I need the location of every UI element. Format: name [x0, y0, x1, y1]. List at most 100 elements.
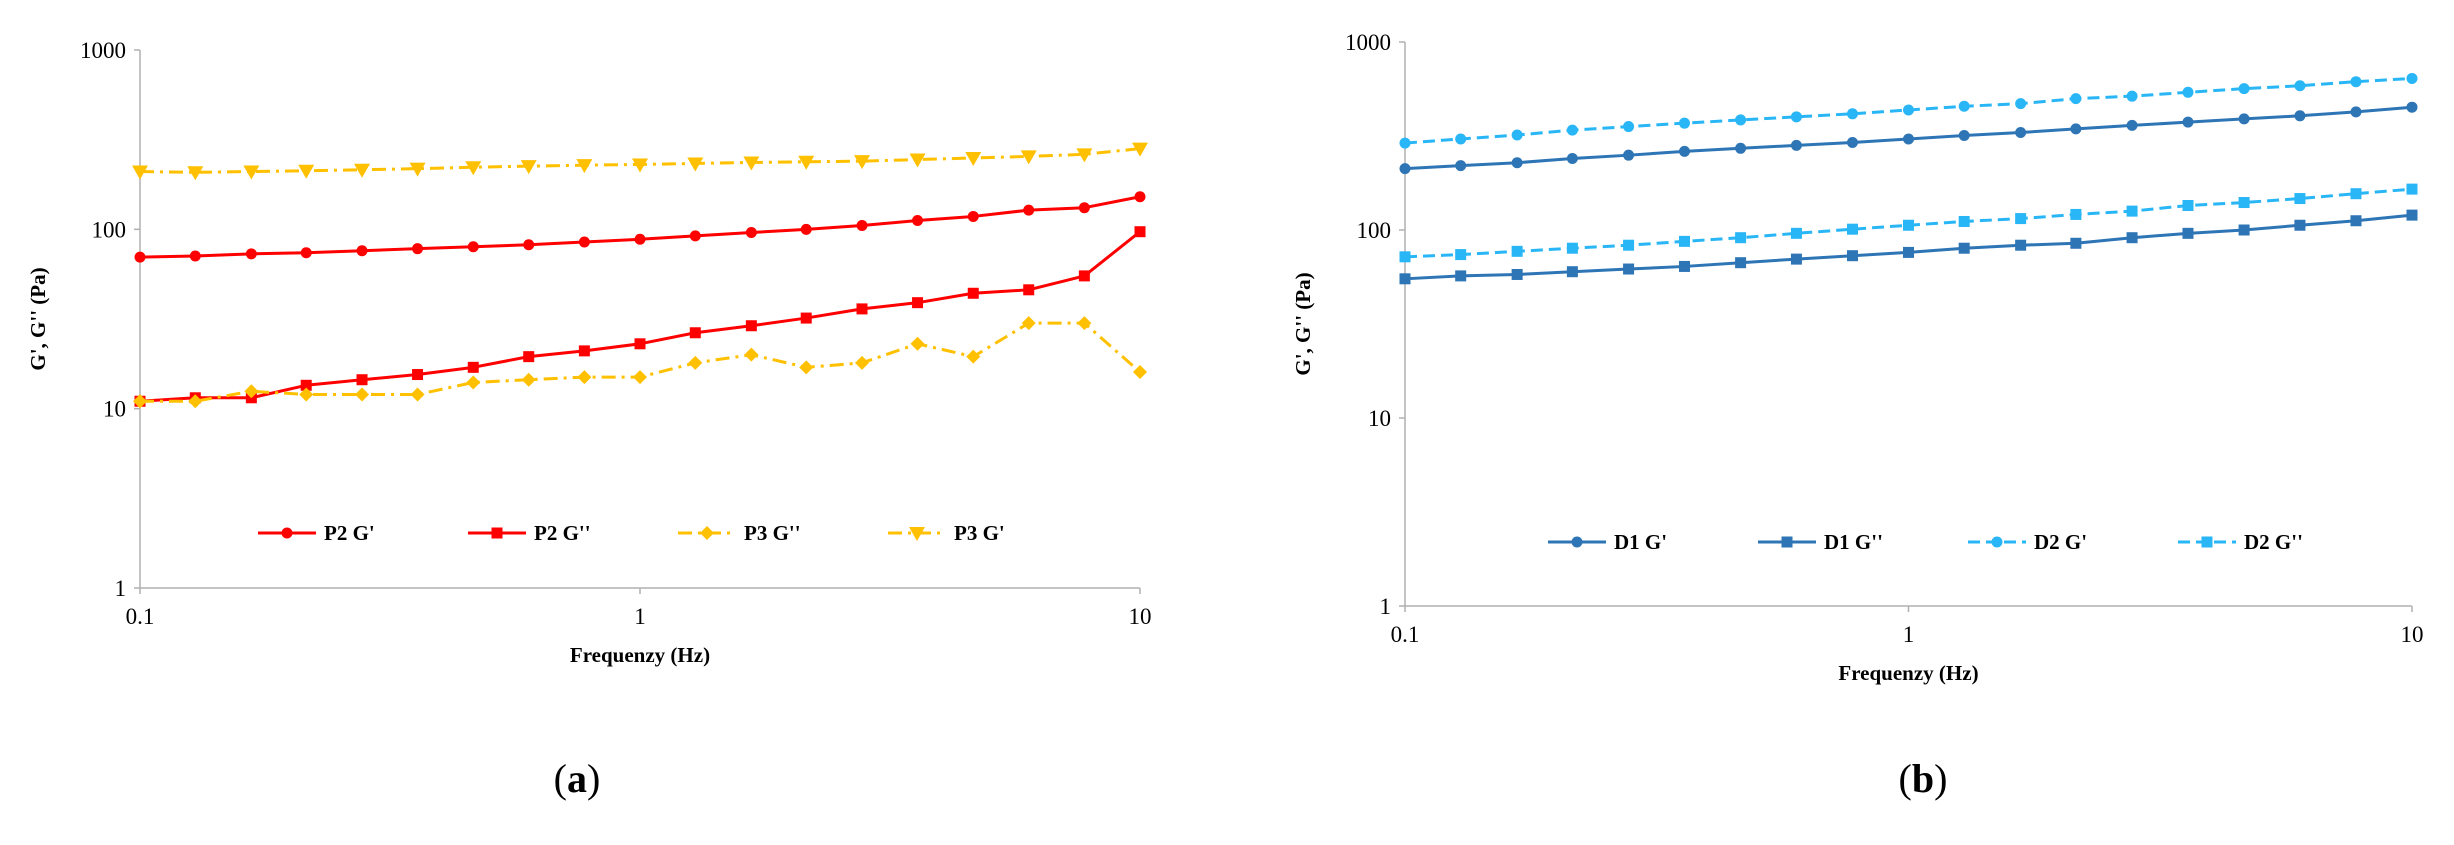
data-point	[1846, 223, 1858, 235]
data-point	[1078, 270, 1090, 282]
legend-marker	[281, 527, 293, 539]
legend-entry: D1 G'	[1614, 530, 1667, 554]
data-point	[1903, 219, 1914, 231]
legend-marker	[1781, 536, 1793, 548]
data-point	[1566, 242, 1578, 254]
chart-b: 1 10 100 1000 0.1 1 10 Frequenzy (Hz) G', G'' (P…	[1291, 30, 2424, 801]
data-point	[856, 303, 868, 315]
chart-a: 1 10 100 1000 0.1 1 10 Frequenzy (Hz) G', G'' (P…	[26, 38, 1152, 801]
data-point	[245, 248, 257, 260]
data-point	[1958, 242, 1970, 254]
data-point	[856, 220, 868, 232]
data-point	[1623, 263, 1635, 275]
y-tick-label: 1	[1380, 594, 1392, 619]
data-point	[912, 297, 924, 309]
data-point	[2238, 83, 2250, 95]
data-point	[689, 230, 701, 242]
data-point	[799, 360, 814, 375]
data-point	[2238, 197, 2250, 209]
data-point	[2406, 72, 2418, 84]
data-point	[1511, 268, 1523, 280]
data-point	[1399, 137, 1411, 149]
data-point	[688, 355, 703, 370]
data-point	[356, 245, 368, 257]
data-point	[1020, 150, 1037, 165]
data-point	[409, 162, 426, 177]
data-point	[1678, 235, 1690, 247]
data-point	[1790, 253, 1802, 265]
data-point	[2350, 215, 2362, 227]
data-point	[2406, 183, 2418, 195]
x-tick-label: 0.1	[126, 604, 155, 629]
data-point	[2015, 98, 2027, 110]
data-point	[910, 336, 925, 351]
data-point	[2126, 232, 2138, 244]
data-point	[132, 165, 148, 180]
data-point	[2126, 205, 2138, 217]
x-tick-label: 1	[634, 604, 646, 629]
legend: P2 G' P2 G'' P3 G'' P3 G'	[258, 521, 1005, 545]
x-axis-label: Frequenzy (Hz)	[1838, 661, 1978, 685]
legend-marker	[909, 527, 925, 541]
data-point	[300, 247, 312, 259]
data-point	[467, 241, 479, 253]
x-tick-label: 10	[1129, 604, 1152, 629]
data-point	[578, 236, 590, 248]
legend-entry: P3 G'	[954, 521, 1005, 545]
data-point	[1455, 270, 1467, 282]
data-point	[798, 155, 815, 170]
data-point	[1846, 250, 1858, 262]
data-point	[966, 349, 981, 364]
y-tick-label: 10	[103, 397, 126, 422]
data-point	[1623, 149, 1635, 161]
data-point	[134, 251, 146, 263]
data-point	[244, 384, 259, 399]
legend-entry: D2 G'	[2034, 530, 2087, 554]
data-point	[188, 394, 203, 409]
data-point	[189, 250, 201, 262]
data-point	[687, 157, 704, 172]
data-point	[2015, 239, 2027, 251]
data-point	[298, 164, 315, 179]
legend-marker	[2201, 536, 2213, 548]
x-tick-label: 10	[2401, 622, 2424, 647]
data-point	[2350, 188, 2362, 200]
data-point	[1023, 204, 1035, 216]
data-point	[1790, 227, 1802, 239]
data-point	[1903, 104, 1914, 116]
data-point	[1455, 160, 1467, 172]
data-point	[1077, 316, 1092, 331]
data-point	[854, 155, 871, 170]
data-point	[2294, 80, 2306, 92]
data-point	[354, 163, 371, 178]
data-point	[299, 387, 314, 402]
data-point	[1133, 365, 1147, 380]
legend-entry: P2 G''	[534, 521, 591, 545]
legend-entry: D2 G''	[2244, 530, 2303, 554]
data-point	[2294, 110, 2306, 122]
data-point	[2070, 237, 2082, 249]
data-point	[855, 355, 870, 370]
data-point	[1846, 108, 1858, 120]
data-point	[578, 345, 590, 357]
data-point	[967, 210, 979, 222]
data-point	[410, 387, 425, 402]
data-point	[800, 312, 812, 324]
data-point	[1735, 114, 1747, 126]
data-point	[467, 361, 479, 373]
data-point	[2294, 193, 2306, 205]
data-point	[520, 160, 537, 175]
data-point	[1678, 117, 1690, 129]
data-point	[465, 161, 482, 176]
data-point	[1078, 202, 1090, 214]
data-point	[912, 215, 924, 227]
data-point	[1511, 129, 1523, 141]
data-point	[2238, 224, 2250, 236]
data-point	[1790, 139, 1802, 151]
data-point	[634, 338, 646, 350]
data-point	[2070, 93, 2082, 105]
data-point	[412, 369, 424, 381]
data-point	[523, 239, 535, 251]
panel-label: (b)	[1899, 756, 1948, 801]
data-point	[2238, 113, 2250, 125]
